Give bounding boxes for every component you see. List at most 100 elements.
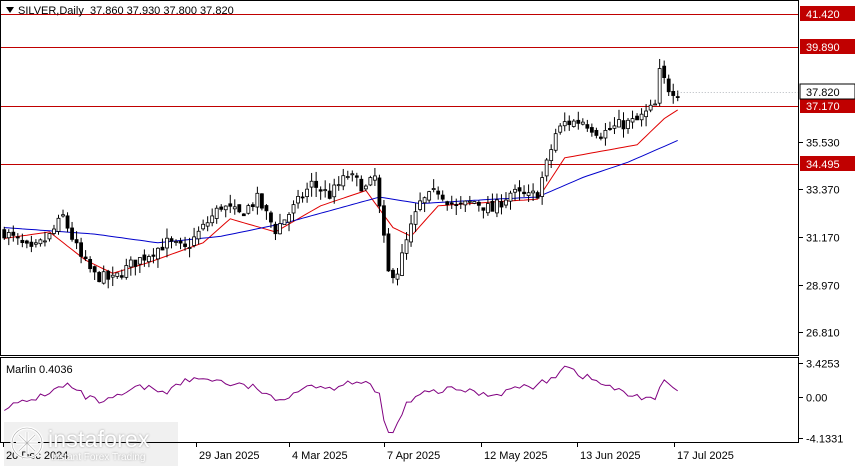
candle-body [391,269,395,279]
candle-body [350,173,355,176]
level-price-tag [800,156,855,171]
candle-body [318,189,323,192]
instaforex-logo: instaforex Instant Forex Trading [4,422,178,466]
candle-body [2,229,7,239]
candle-body [101,271,106,284]
candle-body [210,215,215,224]
price-tick-label: 31.170 [806,233,840,245]
candle-body [576,119,581,124]
candle-body [436,190,441,195]
menu-triangle-icon[interactable] [6,7,14,13]
candle-body [178,240,183,244]
candle-body [255,192,260,208]
candle-body [431,188,436,190]
candle-body [79,242,83,257]
candle-body [278,223,282,235]
candle-body [70,227,74,240]
candle-body [463,200,468,206]
level-price-label: 37.170 [806,101,840,113]
candle-body [418,200,423,210]
candle-body [88,259,93,270]
candle-body [24,240,29,244]
candle-body [133,259,138,267]
candle-body [409,223,413,243]
candle-body [43,240,47,243]
level-price-tag [800,6,855,21]
candle-body [92,266,97,273]
candle-body [517,187,522,192]
candle-body [553,133,558,151]
candle-body [427,191,432,201]
oscillator-axis: 3.4253 0.00 -4.1331 [798,359,843,446]
candle-body [567,120,572,126]
candle-body [662,65,667,78]
candle-body [65,215,70,229]
oscillator-line [4,365,678,434]
candle-body [106,270,111,280]
time-tick-label: 20 Dec 2024 [6,450,68,462]
price-tick-label: 35.530 [806,138,840,150]
candle-body [223,205,228,211]
candle-body [97,272,102,283]
time-tick-label: 4 Mar 2025 [292,450,348,462]
candle-body [341,175,346,187]
candle-body [540,177,545,197]
horizontal-levels [1,14,798,165]
candle-body [250,204,255,208]
candle-body [413,211,418,225]
candle-body [382,205,386,236]
candle-body [296,196,300,204]
candle-body [544,159,549,177]
candle-body [363,185,368,190]
candle-body [386,233,391,272]
candle-body [327,190,332,199]
level-price-tag [800,39,855,54]
candle-body [300,196,305,199]
candle-body [128,259,133,268]
candle-body [472,201,477,204]
candle-body [626,119,630,129]
candle-body [621,120,626,130]
candle-body [119,275,124,278]
logo-mark-icon [10,426,44,460]
candle-body [305,188,310,197]
candle-body [309,180,314,188]
candle-body [156,247,160,260]
candle-body [599,136,603,139]
candle-body [169,238,174,242]
level-price-label: 34.495 [806,159,840,171]
slow-ma-line [4,139,678,244]
candle-body [332,184,337,198]
candle-body [273,223,278,235]
candle-body [603,130,608,139]
oscillator-tick-label: -4.1331 [806,434,843,446]
candle-body [657,68,662,104]
candle-body [137,257,142,265]
candle-body [458,202,463,205]
candle-body [608,128,612,131]
candle-body [110,274,115,278]
candle-body [549,149,554,162]
candle-body [368,177,373,186]
candle-body [571,120,576,127]
candle-body [264,205,269,212]
ohlc-values: 37.860 37.930 37.800 37.820 [89,5,234,17]
candle-body [74,239,79,244]
time-tick-label: 13 Jun 2025 [580,450,641,462]
time-axis: 20 Dec 2024 29 Jan 2025 4 Mar 2025 7 Apr 20… [3,442,734,462]
candle-body [499,201,504,208]
candlestick-series [2,58,680,289]
candle-body [20,239,25,244]
candle-body [241,213,246,217]
candle-body [454,204,459,206]
candle-body [56,217,61,232]
time-tick-label: 17 Jul 2025 [677,450,734,462]
candle-body [400,252,404,276]
candle-body [558,125,563,133]
candle-body [196,230,201,240]
candle-body [562,121,567,127]
candle-body [115,272,120,277]
candle-body [580,121,585,125]
candle-body [481,207,486,211]
